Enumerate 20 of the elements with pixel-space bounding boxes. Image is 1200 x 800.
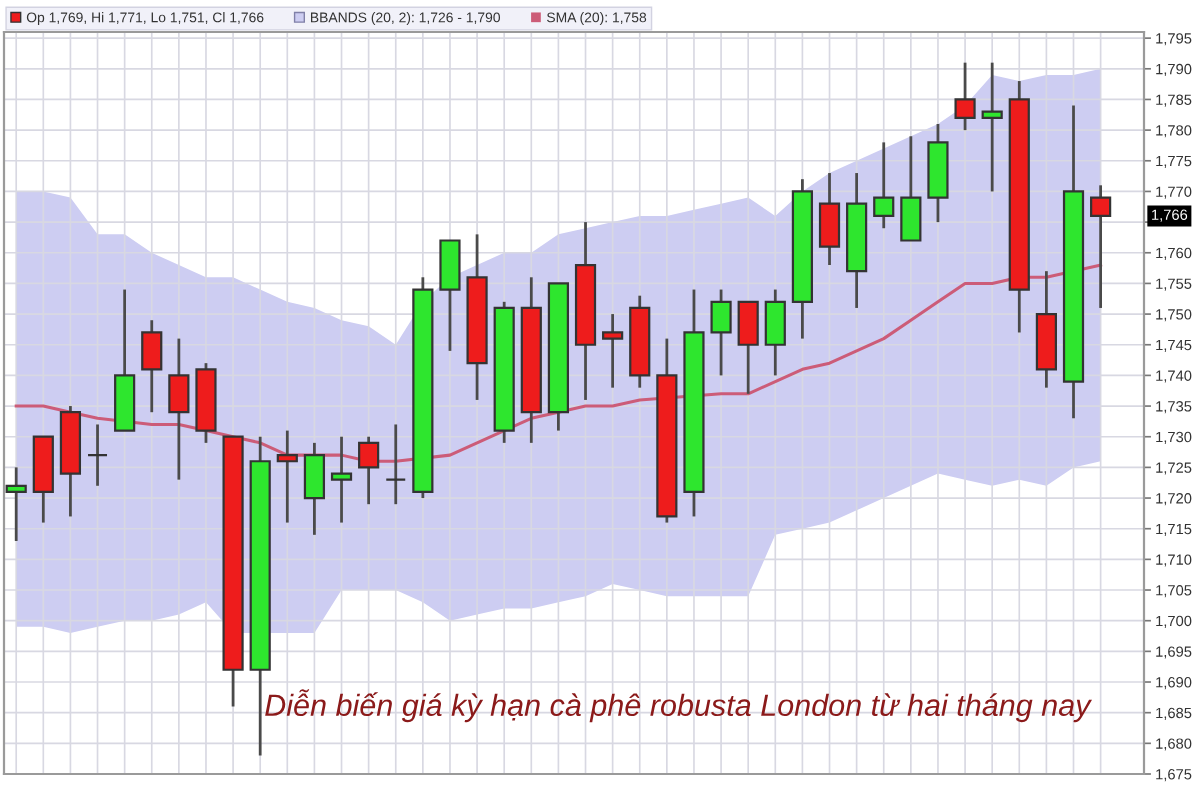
candlestick [764, 288, 786, 377]
candlestick [818, 171, 841, 267]
candlestick [1090, 183, 1112, 310]
candlestick [602, 312, 624, 390]
candlestick [330, 435, 353, 524]
candlestick [954, 61, 976, 132]
candlestick [168, 337, 190, 482]
candlestick [737, 300, 759, 396]
candlestick [981, 61, 1003, 193]
candlestick [873, 140, 895, 230]
candlestick [710, 288, 732, 377]
candlestick [141, 318, 163, 414]
candlestick [385, 423, 407, 506]
candlestick [5, 466, 27, 543]
candlestick [276, 429, 298, 524]
candlestick [86, 423, 109, 488]
candlestick [358, 435, 380, 506]
text: Diễn biến giá kỳ hạn cà phê robusta London từ hai tháng nay [265, 689, 1093, 723]
candlestick [900, 134, 922, 242]
candlestick [303, 441, 326, 537]
